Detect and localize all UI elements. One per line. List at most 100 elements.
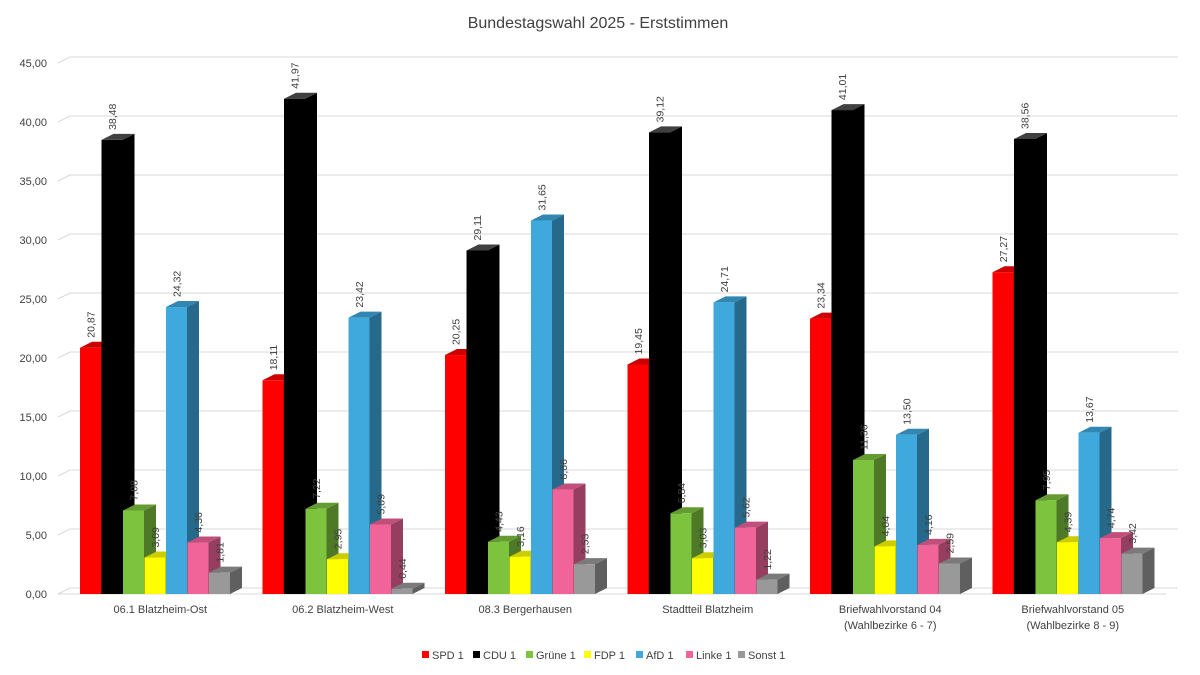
data-label: 19,45 xyxy=(633,328,645,354)
bar-side xyxy=(305,92,317,594)
bar-front xyxy=(939,563,960,594)
bar-side xyxy=(595,558,607,594)
data-label: 13,67 xyxy=(1084,396,1096,422)
bar-top xyxy=(391,582,425,589)
bar-front xyxy=(649,132,670,594)
data-label: 13,50 xyxy=(902,398,914,424)
bar-front xyxy=(831,110,853,594)
data-label: 4,39 xyxy=(1063,512,1075,533)
bar-top xyxy=(187,536,221,543)
bar-front xyxy=(370,524,391,594)
bar-front xyxy=(445,355,466,594)
x-tick-label: Briefwahlvorstand 04 xyxy=(839,604,942,616)
bar-top xyxy=(649,126,682,133)
gridline xyxy=(57,410,1178,418)
y-axis: 0,00 5,00 10,00 15,00 20,00 25,00 30,00 35,00 40… xyxy=(19,58,47,601)
x-axis: 06.1 Blatzheim-Ost 06.2 Blatzheim-West 08.… xyxy=(113,604,1124,632)
bar-top xyxy=(917,538,951,545)
bar-top xyxy=(1035,494,1069,501)
bar-front xyxy=(735,527,756,594)
data-label: 31,65 xyxy=(537,184,549,210)
bar-front xyxy=(509,556,531,594)
x-tick-label: 06.2 Blatzheim-West xyxy=(292,604,393,616)
bar-front xyxy=(531,220,552,594)
bar-top xyxy=(853,453,886,460)
data-label: 4,74 xyxy=(1106,507,1118,528)
legend-item: AfD 1 xyxy=(636,650,674,662)
bar-front xyxy=(391,588,413,594)
bar-front xyxy=(80,347,101,594)
bar xyxy=(713,296,747,594)
data-label: 7,08 xyxy=(129,480,141,501)
bar-side xyxy=(230,566,242,594)
bar-top xyxy=(713,296,747,303)
data-label: 38,48 xyxy=(107,103,119,129)
x-tick-label: 08.3 Bergerhausen xyxy=(478,604,572,616)
bar-top xyxy=(123,504,156,511)
bar xyxy=(370,518,403,594)
y-tick-label: 10,00 xyxy=(19,471,47,483)
legend-item: Linke 1 xyxy=(686,650,731,662)
bar xyxy=(123,504,156,594)
data-label: 3,09 xyxy=(150,527,162,548)
gridline xyxy=(57,174,1178,182)
bar-front xyxy=(1121,553,1143,594)
bar-front xyxy=(466,250,488,594)
data-label: 41,01 xyxy=(837,74,849,100)
bar-top xyxy=(531,214,564,221)
x-tick-label: (Wahlbezirke 6 - 7) xyxy=(844,620,937,632)
bar-top xyxy=(466,244,500,251)
data-label: 4,16 xyxy=(923,514,935,535)
legend: SPD 1 CDU 1 Grüne 1 FDP 1 AfD 1 Linke 1 Sonst … xyxy=(422,650,785,662)
bar-front xyxy=(488,541,509,594)
legend-swatch xyxy=(686,651,693,658)
data-label: 20,25 xyxy=(451,319,463,345)
bar-top xyxy=(284,92,317,99)
legend-label: Grüne 1 xyxy=(536,650,576,662)
bar-front xyxy=(874,546,896,594)
bar-top xyxy=(1100,532,1133,539)
bar-front xyxy=(166,307,187,594)
legend-label: Sonst 1 xyxy=(748,650,785,662)
bar-front xyxy=(123,510,144,594)
bar-side xyxy=(777,573,790,594)
bar-side xyxy=(734,296,747,594)
legend-item: Sonst 1 xyxy=(738,650,785,662)
bar-front xyxy=(1014,138,1035,594)
bar xyxy=(284,92,317,594)
bar-top xyxy=(348,311,382,318)
bar-front xyxy=(1078,432,1100,594)
bar-front xyxy=(1057,542,1078,594)
bar-top xyxy=(574,558,607,565)
legend-swatch xyxy=(636,651,643,658)
bar-front xyxy=(692,558,713,594)
legend-label: FDP 1 xyxy=(594,650,625,662)
gridlines xyxy=(57,56,1178,595)
bar xyxy=(1014,132,1047,594)
bar-side xyxy=(391,518,403,594)
y-tick-label: 25,00 xyxy=(19,294,47,306)
legend-swatch xyxy=(738,651,745,658)
legend-item: SPD 1 xyxy=(422,650,464,662)
gridline xyxy=(57,233,1178,241)
data-label: 1,81 xyxy=(215,542,227,563)
bar-top xyxy=(305,502,339,509)
gridline xyxy=(57,528,1178,536)
bar-front xyxy=(917,544,939,594)
x-tick-label: 06.1 Blatzheim-Ost xyxy=(113,604,207,616)
legend-item: CDU 1 xyxy=(473,650,516,662)
bar-front xyxy=(552,489,574,594)
bar-front xyxy=(992,272,1014,594)
data-label: 3,03 xyxy=(698,528,710,549)
bar-front xyxy=(284,98,305,594)
gridline xyxy=(57,351,1178,359)
data-label: 2,53 xyxy=(580,534,592,555)
legend-label: SPD 1 xyxy=(432,650,464,662)
bar-side xyxy=(487,244,500,594)
data-label: 3,16 xyxy=(515,526,527,547)
bar-side xyxy=(1142,547,1155,594)
bar-side xyxy=(1035,132,1047,594)
bar-top xyxy=(209,566,242,573)
